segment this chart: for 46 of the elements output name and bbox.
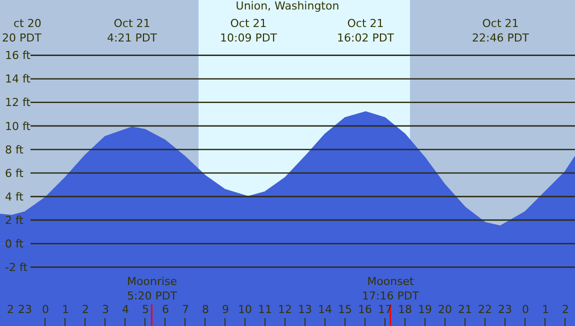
x-tick-label: 21 xyxy=(458,303,472,316)
x-tick-label: 1 xyxy=(542,303,549,316)
x-tick-label: 23 xyxy=(498,303,512,316)
x-tick-label: 4 xyxy=(122,303,129,316)
x-tick-label: 6 xyxy=(162,303,169,316)
y-tick-label: 16 ft xyxy=(5,49,32,62)
x-tick-label: 9 xyxy=(222,303,229,316)
x-tick-label: 7 xyxy=(182,303,189,316)
annotation: Oct 21 4:21 PDT xyxy=(107,17,158,44)
x-tick-label: 22 xyxy=(478,303,492,316)
x-tick-label: 0 xyxy=(42,303,49,316)
annotation: Oct 21 10:09 PDT xyxy=(220,17,278,44)
y-tick-label: 12 ft xyxy=(5,96,32,110)
x-tick-label: 20 xyxy=(438,303,452,316)
x-tick-label: 10 xyxy=(238,303,252,316)
x-tick-label: 15 xyxy=(338,303,352,316)
x-tick-label: 12 xyxy=(278,303,292,316)
x-tick-label: 2 xyxy=(562,303,569,316)
y-tick-label: 14 ft xyxy=(5,72,32,86)
x-tick-label: 1 xyxy=(62,303,69,316)
annotation: Oct 21 22:46 PDT xyxy=(472,17,530,44)
y-tick-label: 4 ft xyxy=(5,190,24,204)
x-tick-label: 13 xyxy=(298,303,312,316)
ref-line-label: Moonrise 5:20 PDT xyxy=(127,275,178,302)
x-tick-label: 2 xyxy=(7,303,14,316)
x-tick-label: 18 xyxy=(398,303,412,316)
x-tick-label: 23 xyxy=(18,303,32,316)
x-tick-label: 11 xyxy=(258,303,272,316)
y-tick-label: -2 ft xyxy=(5,261,28,274)
y-tick-label: 0 ft xyxy=(5,237,24,250)
x-tick-label: 5 xyxy=(142,303,149,316)
y-tick-label: 2 ft xyxy=(5,214,24,227)
y-tick-label: 6 ft xyxy=(5,166,24,180)
x-tick-label: 3 xyxy=(102,303,109,316)
y-tick-label: 8 ft xyxy=(5,143,24,156)
annotation: Oct 21 16:02 PDT xyxy=(337,17,394,44)
x-tick-label: 8 xyxy=(202,303,209,316)
y-tick-label: 10 ft xyxy=(5,120,32,133)
x-tick-label: 2 xyxy=(82,303,89,316)
annotation: ct 20 20 PDT xyxy=(2,17,42,44)
x-tick-label: 16 xyxy=(358,303,372,316)
chart-title: Union, Washington xyxy=(236,0,340,12)
x-tick-label: 0 xyxy=(522,303,529,316)
x-tick-label: 19 xyxy=(418,303,432,316)
ref-line-label: Moonset 17:16 PDT xyxy=(362,275,420,302)
x-tick-label: 14 xyxy=(318,303,332,316)
